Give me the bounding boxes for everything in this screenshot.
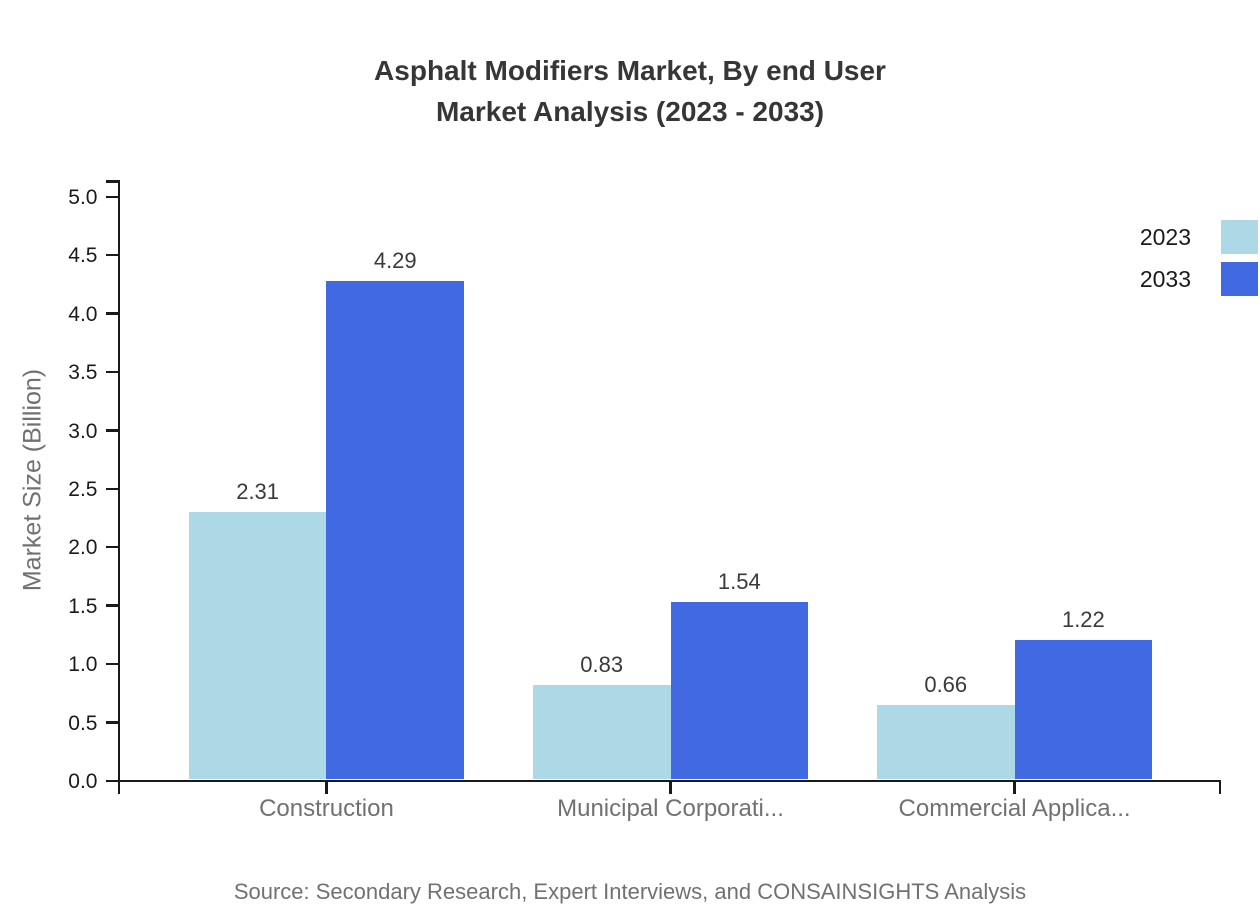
bar-2023-group-2 bbox=[532, 685, 671, 780]
bar-2023-group-1 bbox=[188, 512, 327, 780]
y-tick-label: 3.5 bbox=[68, 361, 98, 385]
y-tick bbox=[105, 604, 118, 607]
y-axis-line bbox=[117, 180, 120, 794]
category-label: Commercial Applica... bbox=[898, 795, 1131, 822]
y-tick-label: 1.5 bbox=[68, 594, 98, 618]
x-axis-right-cap bbox=[1218, 779, 1221, 794]
source-note: Source: Secondary Research, Expert Inter… bbox=[233, 879, 1027, 904]
x-tick bbox=[669, 782, 672, 794]
value-label-2033-group-1: 4.29 bbox=[373, 247, 417, 273]
legend-item-2033: 2033 bbox=[1140, 262, 1258, 296]
category-label: Municipal Corporati... bbox=[557, 795, 784, 822]
legend: 2023 2033 bbox=[1140, 220, 1258, 296]
x-axis-line bbox=[117, 779, 1221, 782]
y-tick bbox=[105, 370, 118, 374]
value-label-2023-group-1: 2.31 bbox=[236, 479, 280, 505]
y-tick-label: 2.5 bbox=[68, 478, 98, 501]
y-tick bbox=[105, 253, 118, 257]
y-tick bbox=[105, 545, 118, 549]
legend-item-2023: 2023 bbox=[1140, 220, 1258, 254]
y-axis-top-cap bbox=[105, 180, 118, 183]
y-tick-label: 4.5 bbox=[68, 244, 98, 268]
x-tick bbox=[325, 782, 328, 794]
y-tick bbox=[105, 195, 118, 198]
value-label-2033-group-3: 1.22 bbox=[1061, 606, 1105, 632]
y-tick-label: 3.0 bbox=[68, 419, 98, 443]
bar-2033-group-1 bbox=[326, 280, 465, 780]
value-label-2023-group-2: 0.83 bbox=[580, 652, 624, 678]
y-tick-label: 0.5 bbox=[68, 711, 98, 735]
chart-title: Asphalt Modifiers Market, By end User Ma… bbox=[0, 50, 1260, 132]
legend-swatch-2023 bbox=[1221, 220, 1258, 254]
y-tick bbox=[105, 487, 118, 490]
y-tick bbox=[105, 312, 118, 315]
y-tick-label: 0.0 bbox=[68, 770, 98, 793]
y-tick bbox=[105, 721, 118, 724]
legend-label-2033: 2033 bbox=[1139, 265, 1191, 292]
y-tick-label: 5.0 bbox=[68, 186, 98, 209]
bar-2023-group-3 bbox=[876, 704, 1015, 780]
bar-2033-group-3 bbox=[1014, 639, 1153, 780]
chart-title-line-2: Market Analysis (2023 - 2033) bbox=[435, 96, 825, 127]
y-tick-label: 4.0 bbox=[68, 302, 98, 326]
y-tick-label: 2.0 bbox=[68, 536, 98, 560]
y-tick-label: 1.0 bbox=[68, 653, 98, 677]
chart-title-line-1: Asphalt Modifiers Market, By end User bbox=[374, 55, 886, 86]
x-tick bbox=[1013, 782, 1016, 794]
category-label: Construction bbox=[259, 795, 394, 822]
y-tick bbox=[105, 779, 118, 782]
bar-2033-group-2 bbox=[670, 602, 809, 780]
legend-label-2023: 2023 bbox=[1139, 223, 1191, 250]
legend-swatch-2033 bbox=[1221, 262, 1258, 296]
y-tick bbox=[105, 429, 118, 432]
value-label-2033-group-2: 1.54 bbox=[717, 569, 761, 595]
y-tick bbox=[105, 662, 118, 666]
value-label-2023-group-3: 0.66 bbox=[924, 671, 968, 697]
